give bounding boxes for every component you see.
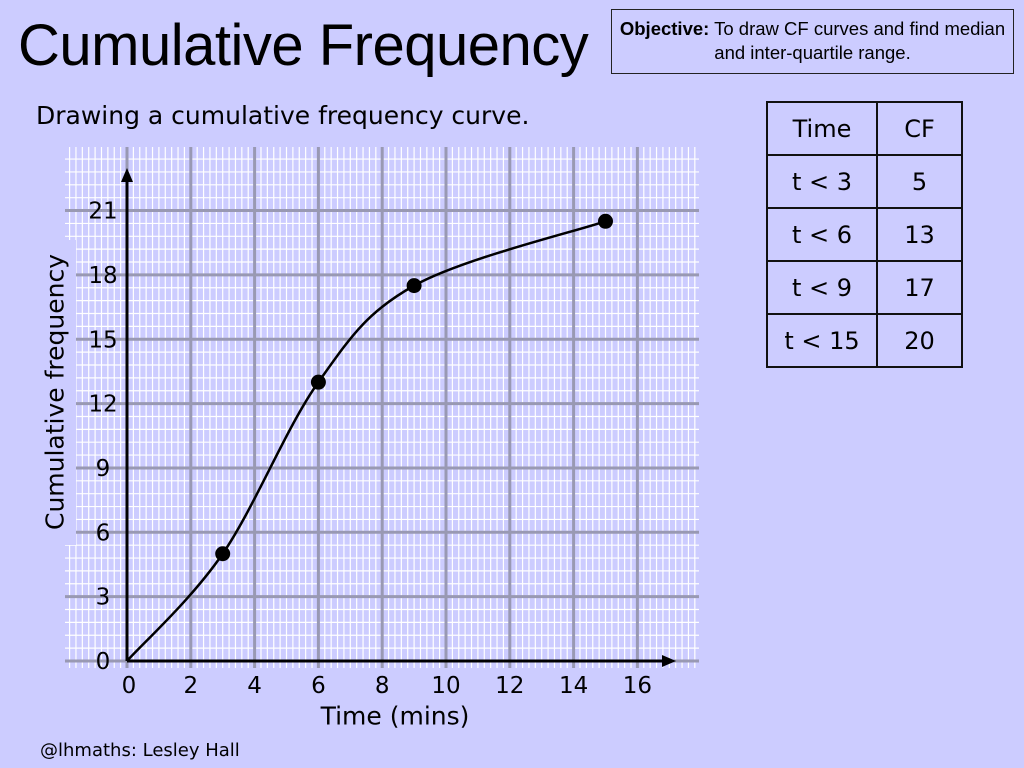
y-tick-label: 18 (88, 263, 117, 289)
y-tick-label: 0 (96, 649, 111, 675)
table-header-row: Time CF (766, 101, 963, 156)
y-tick-label: 15 (88, 327, 117, 353)
x-axis-label: Time (mins) (320, 701, 470, 731)
y-axis-arrow (121, 168, 133, 182)
table-cell-time: t < 9 (766, 260, 878, 315)
x-tick-label: 14 (559, 673, 588, 699)
chart-grid (65, 147, 699, 668)
table-row: t < 3 5 (766, 154, 963, 209)
x-tick-label: 2 (183, 673, 198, 699)
y-tick-label: 12 (88, 392, 117, 418)
cf-table: Time CF t < 3 5 t < 6 13 t < 9 17 t < 15… (766, 101, 963, 368)
table-cell-time: t < 15 (766, 313, 878, 368)
table-cell-cf: 13 (876, 207, 963, 262)
y-tick-label: 9 (96, 456, 111, 482)
chart-points (215, 213, 613, 562)
data-point (598, 213, 613, 229)
subtitle: Drawing a cumulative frequency curve. (36, 101, 530, 130)
x-tick-label: 10 (431, 673, 460, 699)
x-tick-label: 4 (247, 673, 262, 699)
table-row: t < 6 13 (766, 207, 963, 262)
y-axis-label: Cumulative frequency (40, 253, 70, 531)
x-tick-label: 12 (495, 673, 524, 699)
objective-text: To draw CF curves and find median and in… (714, 18, 1006, 63)
x-tick-label: 8 (375, 673, 390, 699)
y-tick-label: 6 (96, 520, 111, 546)
table-cell-time: t < 3 (766, 154, 878, 209)
footer-credit: @lhmaths: Lesley Hall (40, 740, 240, 761)
table-row: t < 9 17 (766, 260, 963, 315)
table-cell-cf: 20 (876, 313, 963, 368)
y-tick-label: 21 (88, 199, 117, 225)
table-cell-cf: 5 (876, 154, 963, 209)
table-cell-time: t < 6 (766, 207, 878, 262)
table-header-time: Time (766, 101, 878, 156)
page-title: Cumulative Frequency (18, 13, 589, 78)
y-axis-label-backdrop (32, 240, 76, 545)
data-point (406, 278, 422, 294)
objective-label: Objective: (619, 18, 710, 39)
y-tick-label: 3 (96, 585, 111, 611)
objective-box: Objective: To draw CF curves and find me… (611, 9, 1014, 74)
table-cell-cf: 17 (876, 260, 963, 315)
x-tick-label: 0 (122, 673, 137, 699)
x-tick-label: 16 (623, 673, 652, 699)
x-axis-arrow (662, 655, 676, 667)
table-header-cf: CF (876, 101, 963, 156)
chart-tick-labels: 0 2 4 6 8 10 12 14 16 0 3 6 9 12 15 18 21 (88, 199, 652, 699)
data-point (310, 374, 326, 390)
table-row: t < 15 20 (766, 313, 963, 368)
data-point (215, 546, 231, 562)
x-tick-label: 6 (311, 673, 326, 699)
chart-axes (121, 168, 676, 667)
